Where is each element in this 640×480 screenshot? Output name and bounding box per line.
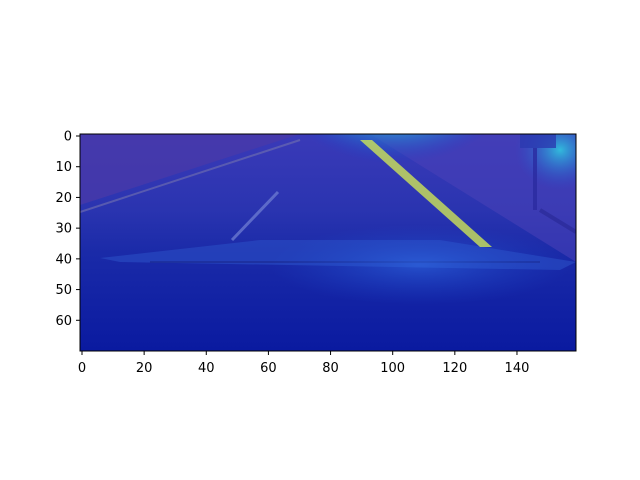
x-tick-label: 0 (78, 361, 86, 376)
x-tick-label: 120 (442, 361, 467, 376)
heatmap-image (80, 134, 576, 351)
y-axis: 0 10 20 30 40 50 60 (55, 130, 80, 329)
x-axis: 0 20 40 60 80 100 120 140 (78, 351, 530, 376)
y-tick-label: 60 (55, 314, 72, 329)
x-tick-label: 140 (505, 361, 530, 376)
y-tick-label: 10 (55, 160, 72, 175)
x-tick-label: 100 (380, 361, 405, 376)
x-tick-label: 80 (322, 361, 339, 376)
y-tick-label: 0 (64, 130, 72, 145)
y-tick-label: 50 (55, 283, 72, 298)
plot-frame (79, 133, 577, 352)
y-tick-label: 30 (55, 222, 72, 237)
x-tick-label: 20 (136, 361, 153, 376)
x-tick-label: 40 (198, 361, 215, 376)
y-tick-label: 20 (55, 191, 72, 206)
x-tick-label: 60 (260, 361, 277, 376)
y-tick-label: 40 (55, 252, 72, 267)
